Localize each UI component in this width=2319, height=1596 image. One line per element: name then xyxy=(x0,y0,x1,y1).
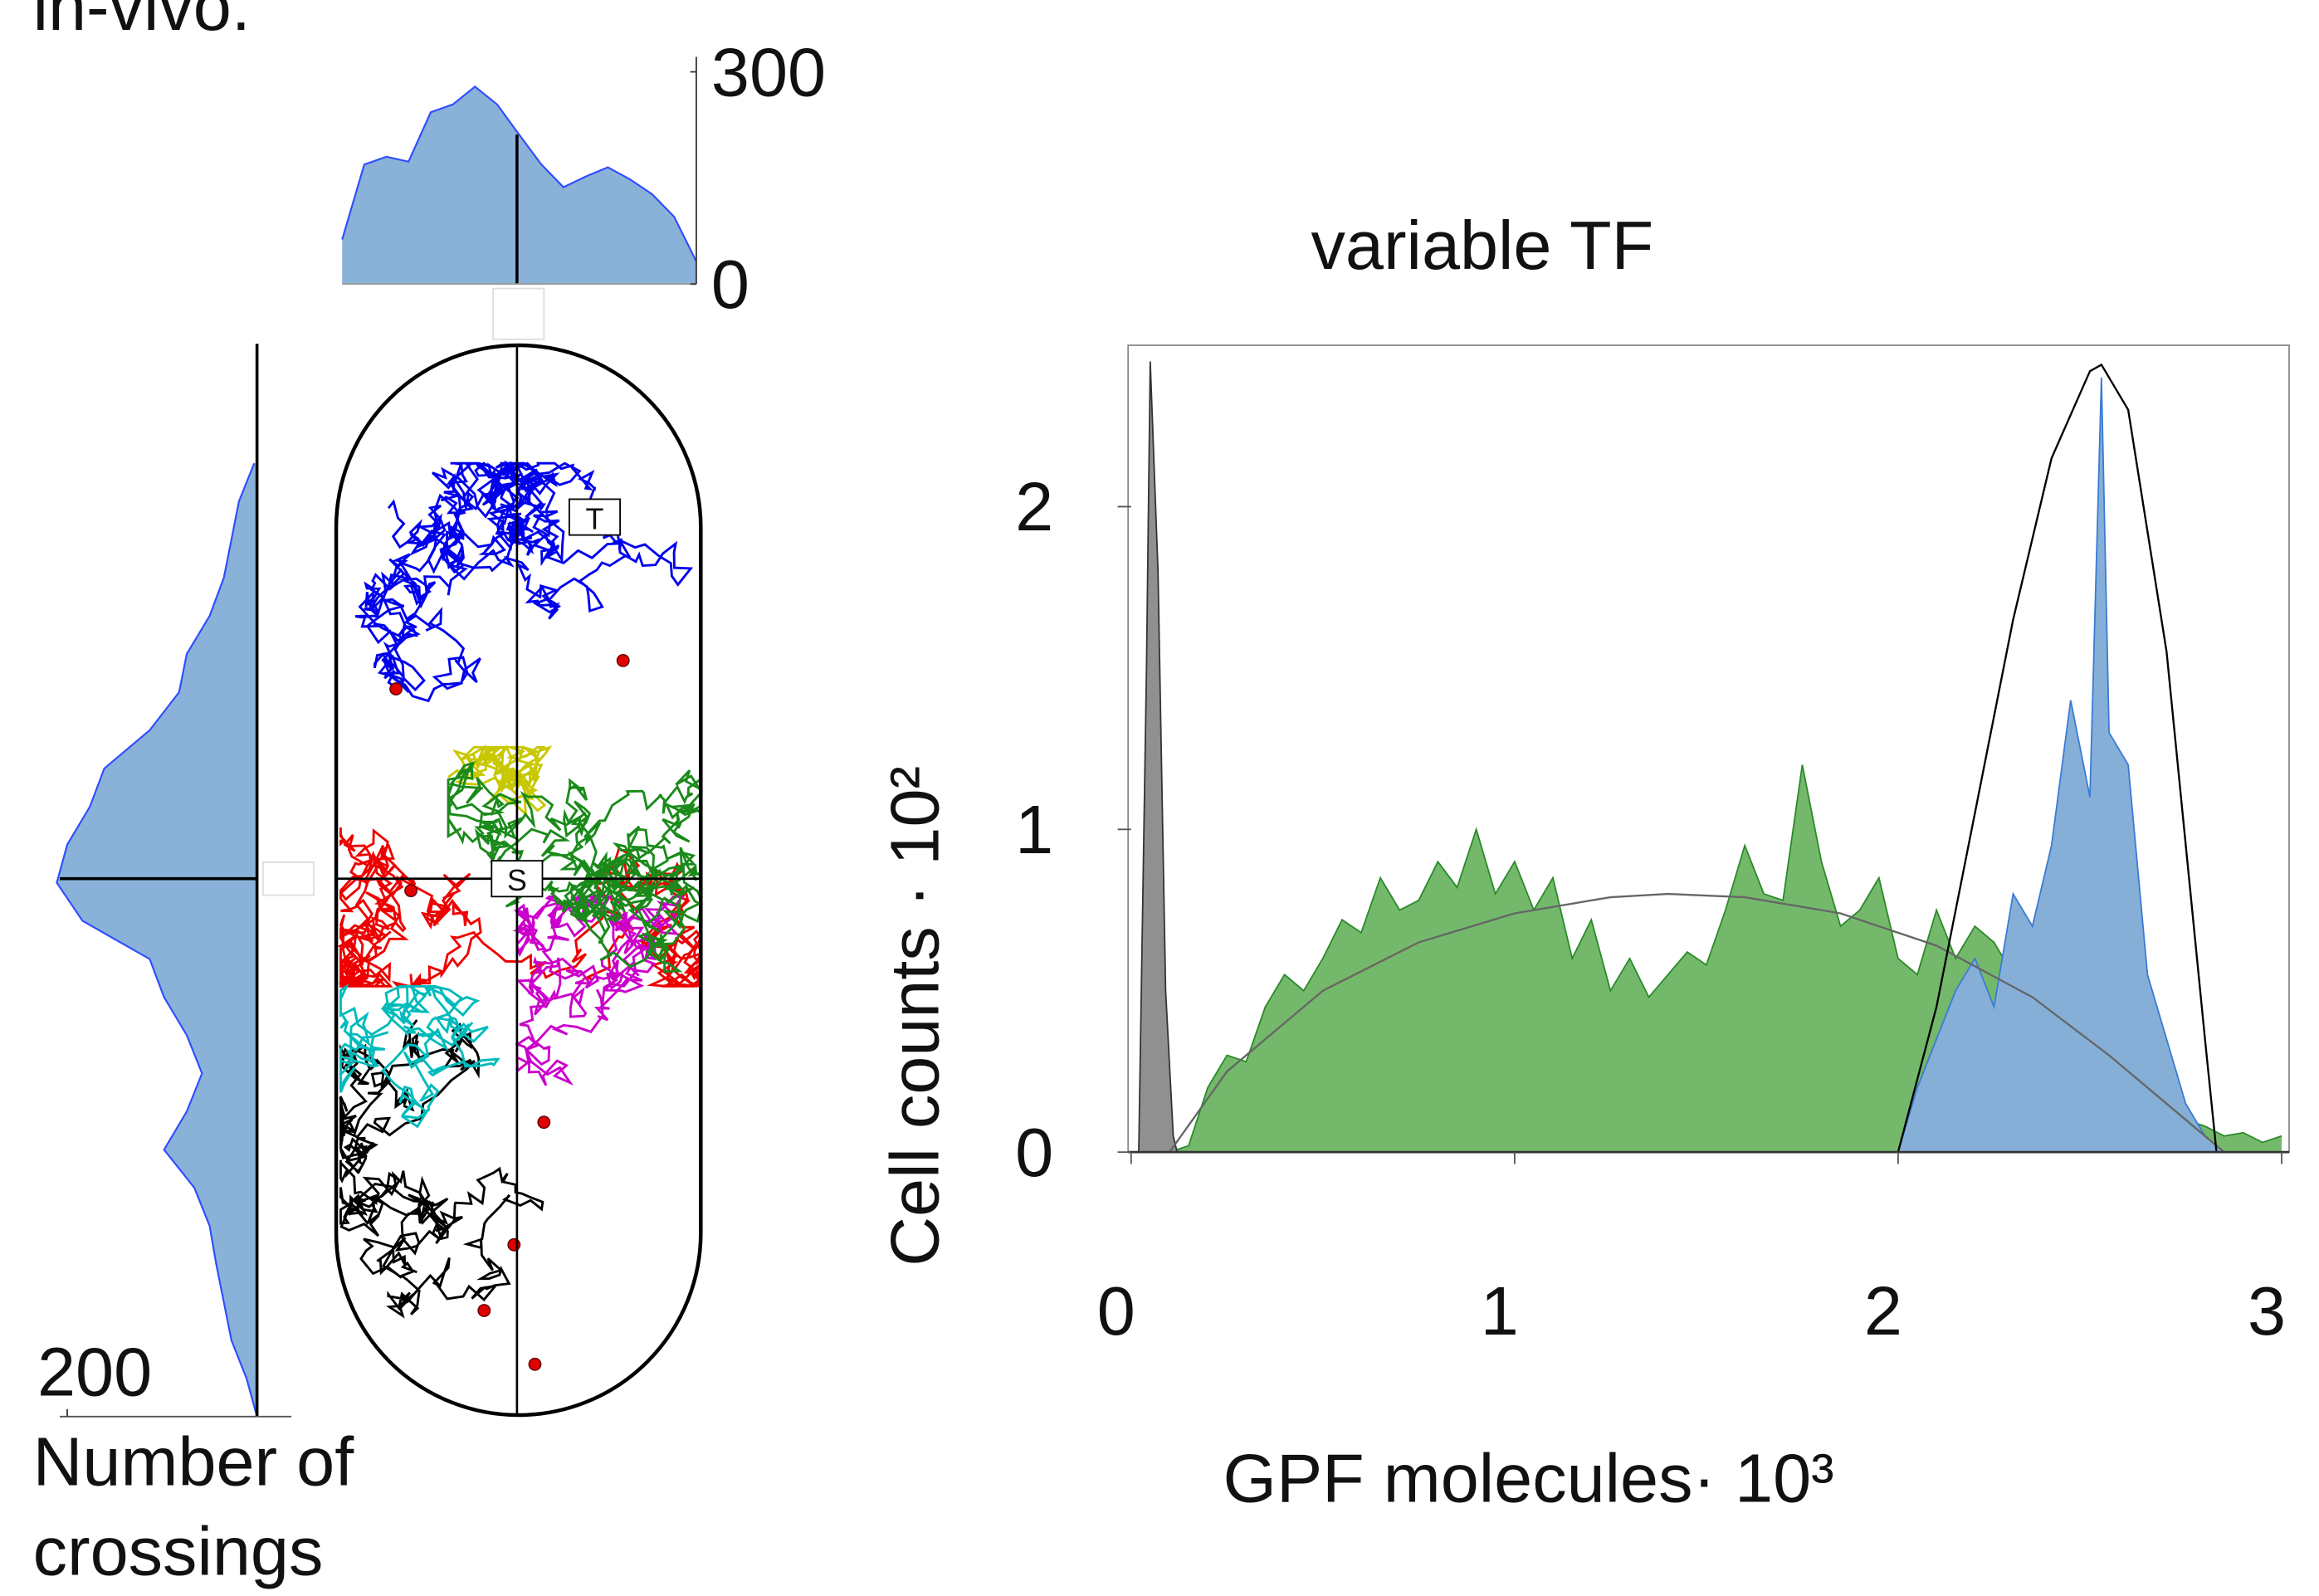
target-dot xyxy=(389,682,403,696)
fit-line xyxy=(1169,892,2225,1154)
target-dot xyxy=(616,653,630,667)
x-tick-label: 3 xyxy=(2248,1272,2286,1350)
trajectories xyxy=(336,460,701,1319)
area-fill xyxy=(1897,377,2224,1153)
area-line xyxy=(341,85,697,262)
trajectory xyxy=(512,894,686,1086)
top-histogram: 0 300 xyxy=(341,33,826,340)
target-dot xyxy=(404,884,417,898)
y-axis-label: Cell counts · 10² xyxy=(876,766,954,1267)
trajectory xyxy=(339,1019,544,1319)
connector xyxy=(261,861,315,896)
left-histogram: 200 Number of crossings xyxy=(32,344,354,1590)
area-line xyxy=(1897,377,2225,1153)
x-tick-label: 200 xyxy=(37,1334,152,1411)
label-box xyxy=(491,860,544,898)
target-dot xyxy=(507,1237,521,1252)
trajectory xyxy=(447,744,553,818)
target-dot xyxy=(528,1357,542,1371)
fit-line xyxy=(1897,363,2218,1153)
x-axis-label-box: Number of crossings xyxy=(32,1423,354,1590)
trajectory xyxy=(354,460,694,703)
trajectory xyxy=(336,827,701,991)
caption: in-vivo. xyxy=(33,0,251,45)
area-fill xyxy=(342,86,696,285)
y-tick-label: 2 xyxy=(1015,468,1053,545)
y-tick-label: 1 xyxy=(1015,791,1053,868)
target-dot xyxy=(477,1304,491,1317)
x-tick-label: 2 xyxy=(1864,1272,1902,1350)
x-tick-label: 0 xyxy=(1097,1272,1135,1350)
target-dot xyxy=(537,1115,551,1130)
site-label: T xyxy=(586,501,604,535)
connector xyxy=(492,287,545,340)
x-tick-label: 1 xyxy=(1481,1272,1519,1350)
chart-title: variable TF xyxy=(1311,207,1654,284)
x-axis-label: GPF molecules· 10³ xyxy=(1223,1439,1834,1516)
x-axis-label: Number of crossings xyxy=(32,1423,354,1590)
y-tick-label: 0 xyxy=(1015,1114,1053,1191)
label-box xyxy=(568,498,622,536)
area-fill xyxy=(56,463,257,1417)
trajectory xyxy=(447,760,701,973)
y-tick-label: 300 xyxy=(711,33,826,110)
distribution-chart: 0 1 2 3 0 1 2 variable TF GPF molecules· 10³ Cell… xyxy=(876,207,2290,1516)
cell-diagram: TS xyxy=(334,343,703,1418)
area-line xyxy=(56,462,258,1418)
trajectory xyxy=(339,983,500,1129)
cell-outline xyxy=(334,343,703,1418)
y-tick-label: 0 xyxy=(711,246,749,323)
site-label: S xyxy=(507,863,527,897)
area-line xyxy=(1138,361,1179,1153)
